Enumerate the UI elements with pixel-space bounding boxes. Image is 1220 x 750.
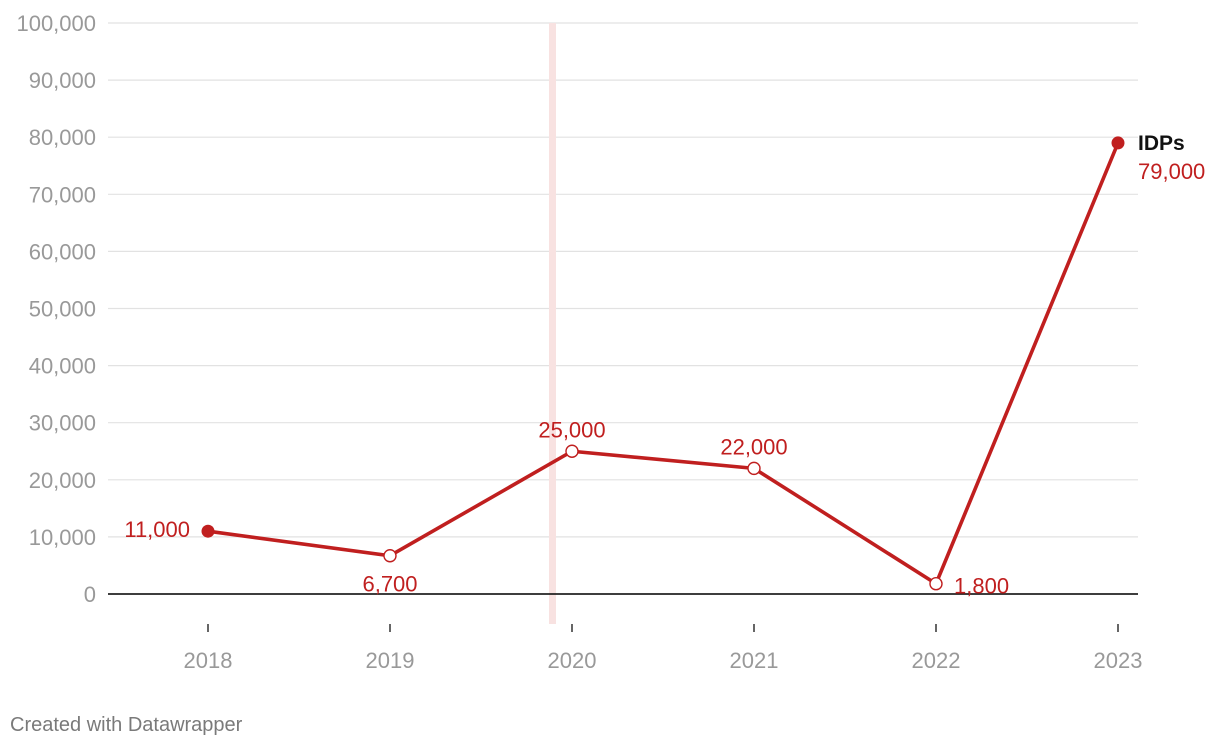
y-tick-label: 0 [84, 582, 96, 607]
x-tick-label: 2022 [912, 648, 961, 673]
y-axis-ticks: 0 10,000 20,000 30,000 40,000 50,000 60,000 70,… [16, 11, 96, 607]
y-tick-label: 20,000 [29, 468, 96, 493]
data-labels: 11,000 6,700 25,000 22,000 1,800 79,000 IDPs [124, 132, 1205, 599]
highlight-band [549, 23, 556, 624]
x-tick-label: 2021 [730, 648, 779, 673]
data-label: 25,000 [538, 417, 605, 442]
data-point [1111, 136, 1125, 150]
data-label: 1,800 [954, 574, 1009, 599]
x-tick-label: 2023 [1094, 648, 1143, 673]
data-point [565, 444, 579, 458]
data-point [201, 524, 215, 538]
y-tick-label: 40,000 [29, 354, 96, 379]
y-tick-label: 100,000 [16, 11, 96, 36]
data-point [929, 577, 943, 591]
x-tick-label: 2018 [184, 648, 233, 673]
y-tick-label: 80,000 [29, 125, 96, 150]
y-tick-label: 70,000 [29, 182, 96, 207]
data-label: 79,000 [1138, 159, 1205, 184]
data-label: 11,000 [124, 517, 190, 542]
data-point [747, 461, 761, 476]
y-tick-label: 10,000 [29, 525, 96, 550]
series-group [201, 136, 1125, 591]
data-label: 22,000 [720, 434, 787, 459]
y-tick-label: 50,000 [29, 297, 96, 322]
x-axis-ticks: 2018 2019 2020 2021 2022 2023 [184, 624, 1143, 673]
credit-text: Created with Datawrapper [10, 714, 243, 736]
y-tick-label: 30,000 [29, 411, 96, 436]
x-tick-label: 2019 [366, 648, 415, 673]
data-point [383, 549, 397, 563]
data-label: 6,700 [362, 572, 417, 597]
gridlines [108, 22, 1138, 538]
y-tick-label: 90,000 [29, 68, 96, 93]
series-name-label: IDPs [1138, 132, 1185, 155]
y-tick-label: 60,000 [29, 239, 96, 264]
highlight-band-rect [549, 23, 556, 624]
x-tick-label: 2020 [548, 648, 597, 673]
series-line-idps [206, 141, 1120, 586]
